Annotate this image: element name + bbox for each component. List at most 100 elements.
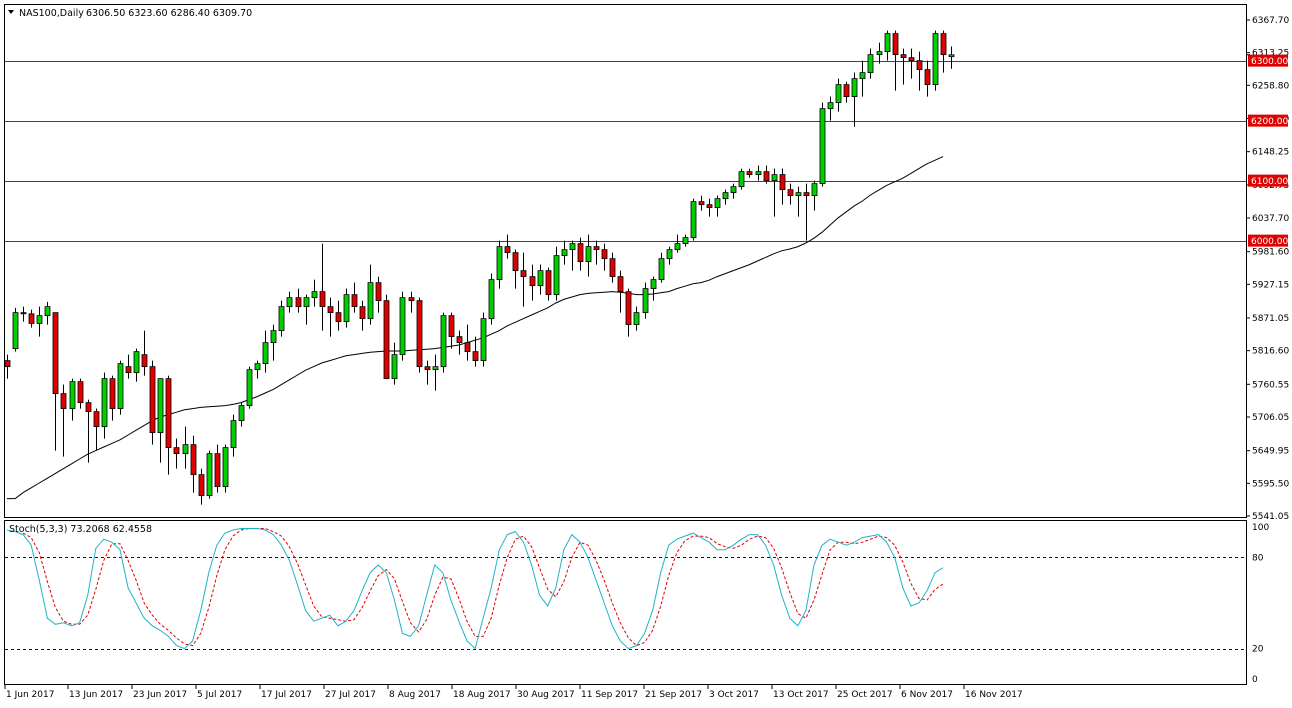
candle-body <box>682 237 689 245</box>
candle-body <box>149 366 156 434</box>
candle-body <box>141 354 148 368</box>
candle-body <box>827 102 834 110</box>
symbol-dropdown-icon[interactable] <box>8 10 14 14</box>
price-tick-label: 6313.25 <box>1252 49 1289 59</box>
candle-body <box>343 294 350 323</box>
stoch-label: Stoch(5,3,3) 73.2068 62.4558 <box>9 524 152 535</box>
candle <box>900 48 907 85</box>
level-label-box <box>1248 54 1288 67</box>
candle <box>295 288 302 313</box>
candle <box>746 168 753 178</box>
main-panel <box>4 4 1247 518</box>
candle <box>779 168 786 205</box>
candle-body <box>520 270 527 278</box>
candle <box>819 102 826 187</box>
candle <box>173 438 180 469</box>
candle-body <box>932 33 939 86</box>
candle-body <box>206 453 213 497</box>
candle <box>795 186 802 217</box>
candle <box>617 270 624 313</box>
candle <box>214 444 221 493</box>
candle-body <box>335 312 342 323</box>
candle <box>4 354 11 379</box>
candle-body <box>545 270 552 296</box>
price-tick-label: 5871.05 <box>1252 314 1289 324</box>
candle <box>77 378 84 409</box>
time-tick-label: 25 Oct 2017 <box>837 690 893 700</box>
candle-body <box>642 288 649 314</box>
candle-body <box>44 306 51 317</box>
candle-body <box>738 171 745 188</box>
candle <box>714 195 721 217</box>
candle-body <box>190 444 197 476</box>
candle-body <box>270 330 277 344</box>
candle <box>286 291 293 313</box>
time-tick-label: 30 Aug 2017 <box>517 690 575 700</box>
ohlc-label: 6306.50 6323.60 6286.40 6309.70 <box>86 8 252 19</box>
candle <box>480 312 487 367</box>
candle-body <box>601 249 608 260</box>
candle-body <box>633 312 640 326</box>
price-tick-label: 5760.55 <box>1252 380 1289 390</box>
candle <box>771 168 778 217</box>
candle <box>440 312 447 373</box>
candle <box>52 312 59 451</box>
candle <box>609 252 616 283</box>
candle-body <box>714 198 721 209</box>
candle <box>182 426 189 469</box>
candle-body <box>529 276 536 287</box>
level-label-box <box>1248 174 1288 187</box>
candle-body <box>311 291 318 299</box>
candle <box>20 306 27 322</box>
candle-body <box>803 192 810 197</box>
candle <box>859 60 866 97</box>
level-label: 6000.00 <box>1251 237 1288 247</box>
candle <box>424 360 431 385</box>
candle <box>311 279 318 307</box>
candle <box>93 408 100 451</box>
time-tick-label: 13 Jun 2017 <box>69 690 123 700</box>
candle <box>399 291 406 361</box>
time-tick-label: 16 Nov 2017 <box>965 690 1023 700</box>
candle-body <box>351 294 358 308</box>
candle-body <box>609 258 616 278</box>
candle-body <box>117 363 124 410</box>
candle <box>755 165 762 181</box>
price-tick-label: 6148.25 <box>1252 148 1289 158</box>
candle-body <box>504 246 511 254</box>
time-tick-label: 5 Jul 2017 <box>197 690 242 700</box>
candle <box>698 195 705 211</box>
stoch-k-line <box>6 528 944 650</box>
time-tick-label: 27 Jul 2017 <box>325 690 376 700</box>
candle-body <box>286 297 293 308</box>
candle-body <box>488 279 495 320</box>
candle-body <box>456 336 463 344</box>
candle <box>650 276 657 301</box>
candle-body <box>101 378 108 428</box>
candle-body <box>133 351 140 374</box>
candle-body <box>28 313 35 324</box>
candle <box>625 288 632 337</box>
price-tick-label: 6037.70 <box>1252 214 1289 224</box>
candle <box>496 240 503 289</box>
candle-body <box>246 369 253 407</box>
time-tick-label: 1 Jun 2017 <box>6 690 54 700</box>
candle-body <box>182 444 189 455</box>
candle <box>787 183 794 205</box>
candle-body <box>900 54 907 59</box>
candle <box>335 300 342 331</box>
candle-body <box>617 276 624 293</box>
stoch-panel <box>4 520 1247 685</box>
candle <box>545 267 552 301</box>
candle-body <box>690 201 697 239</box>
candle <box>488 273 495 325</box>
candle <box>553 246 560 301</box>
candle <box>851 72 858 127</box>
candle-body <box>472 351 479 362</box>
candle <box>262 330 269 373</box>
time-tick-label: 23 Jun 2017 <box>133 690 187 700</box>
level-label-box <box>1248 234 1288 247</box>
candles <box>4 30 955 505</box>
candle-body <box>448 315 455 338</box>
time-tick-label: 13 Oct 2017 <box>773 690 829 700</box>
